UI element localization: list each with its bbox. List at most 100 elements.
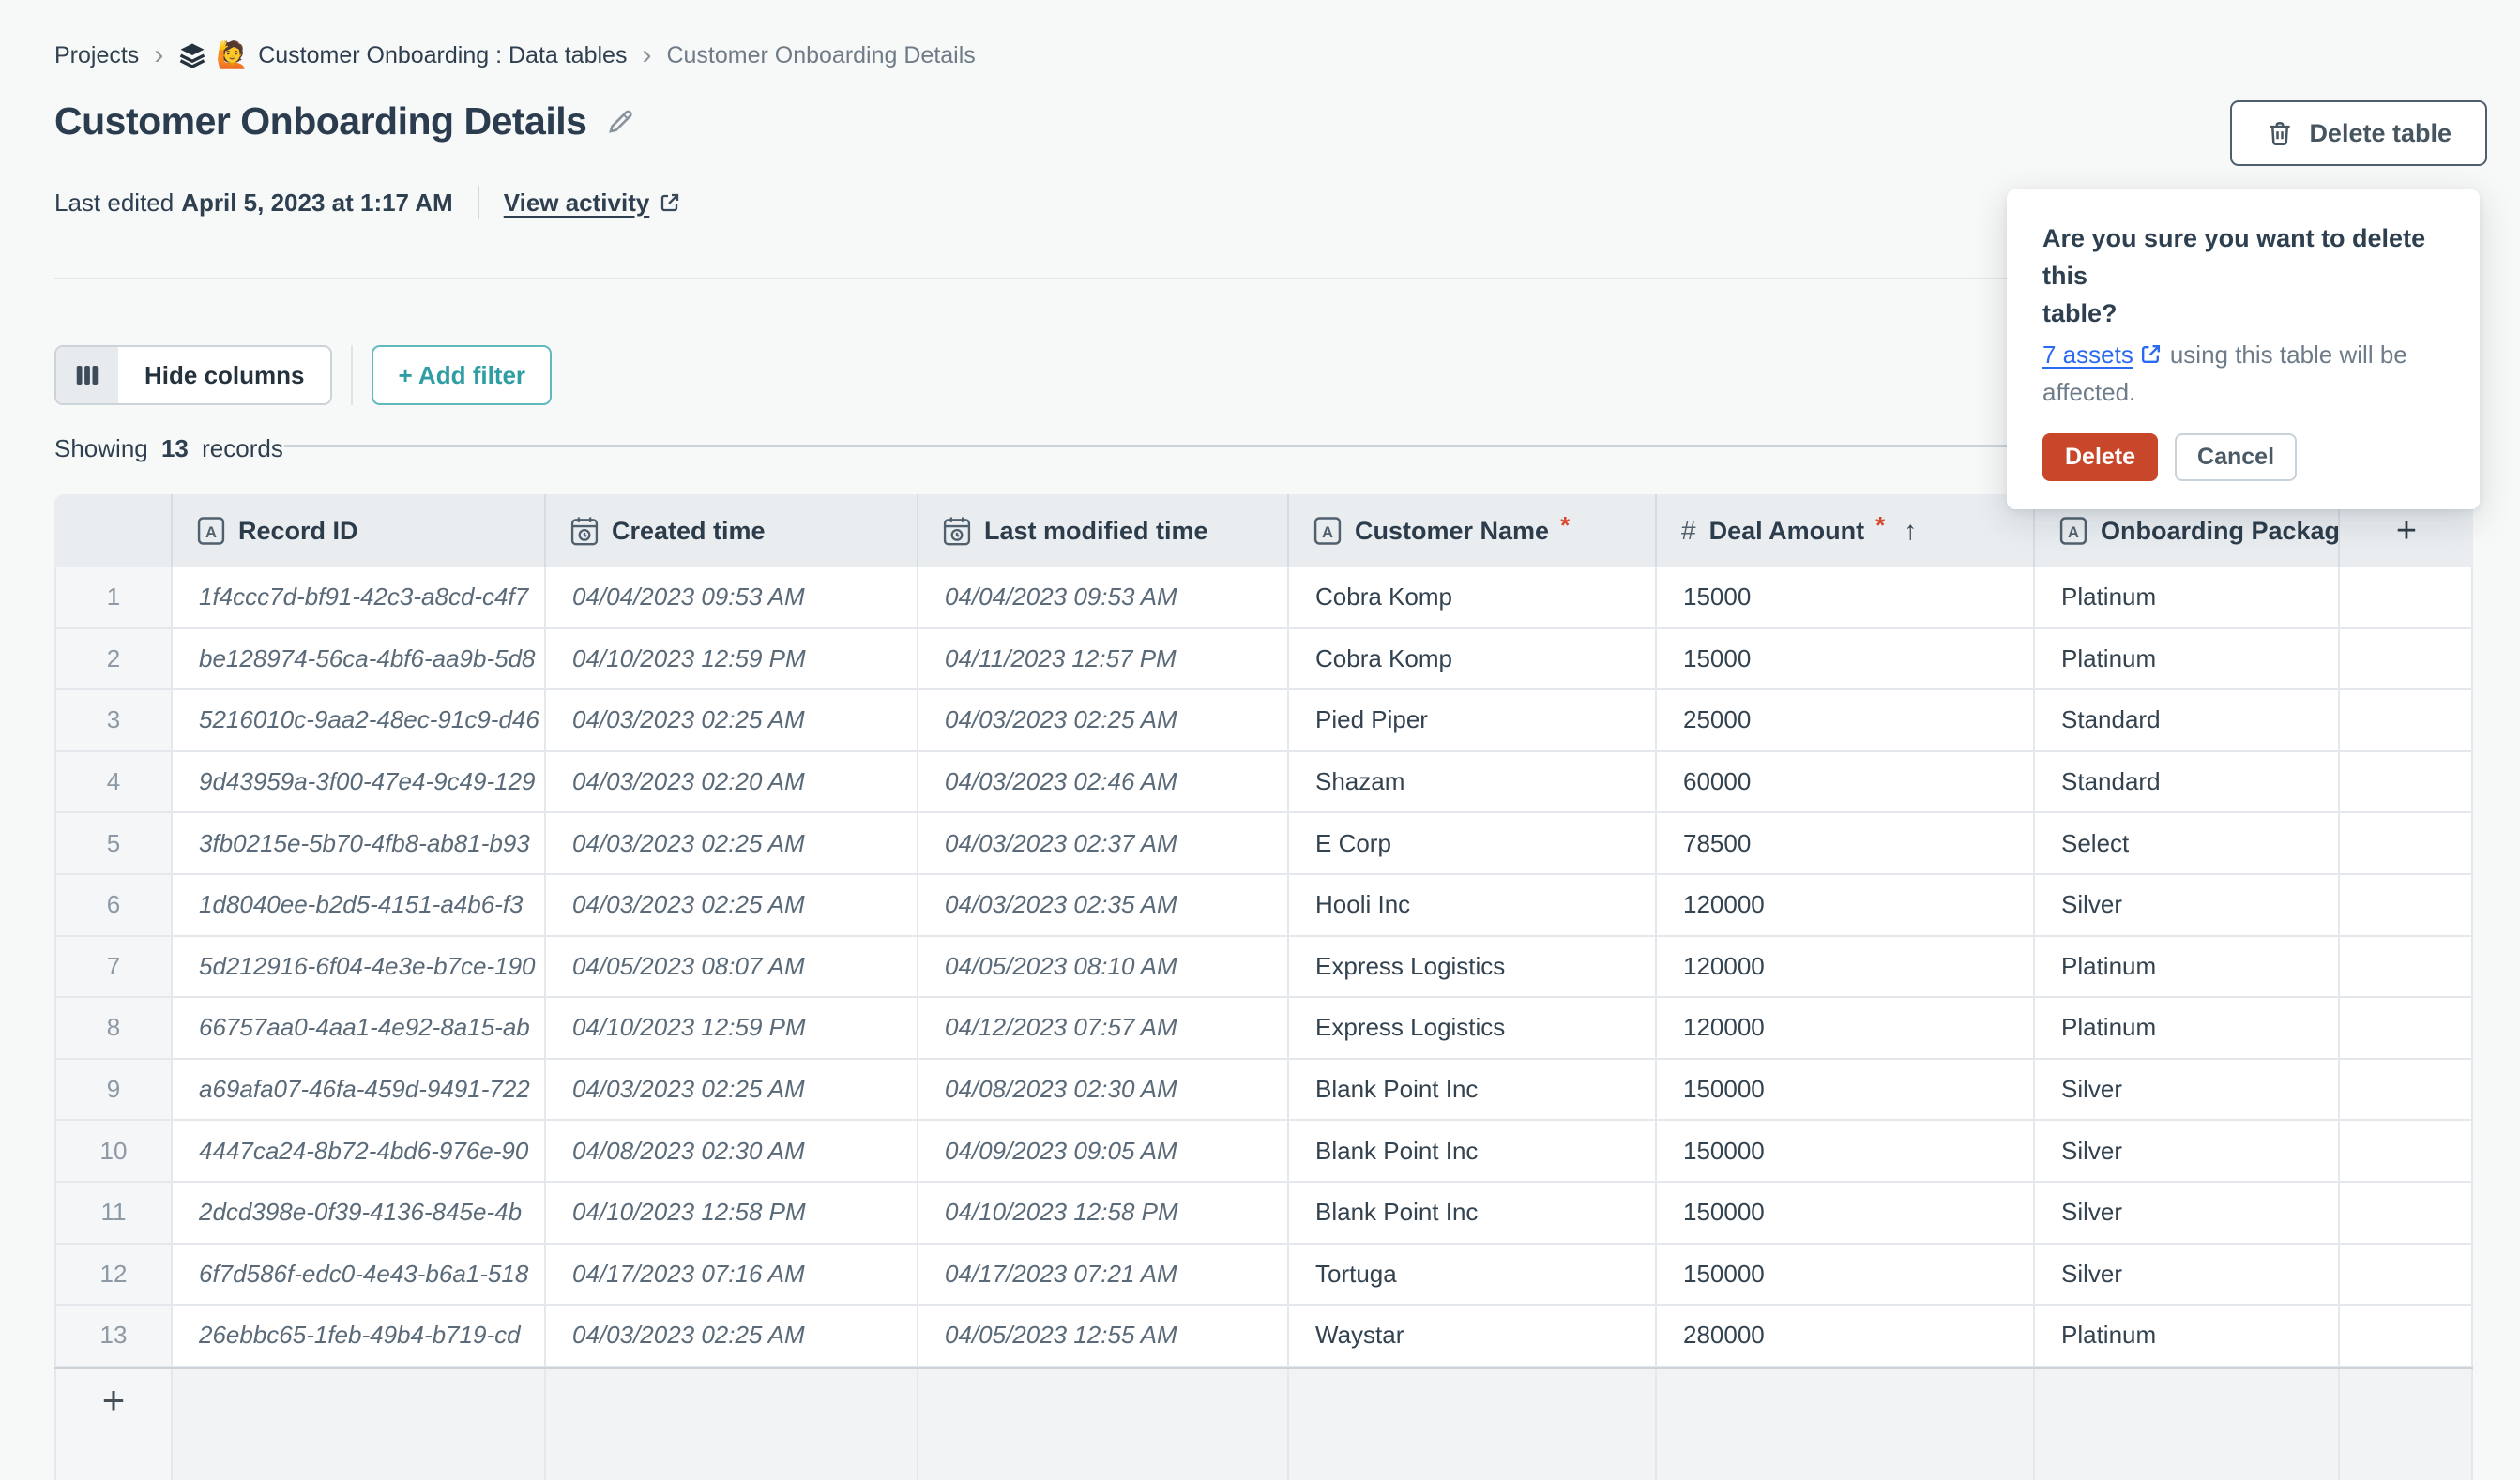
cell-deal-amount[interactable]: 150000 [1655, 1244, 2033, 1305]
cell-customer-name[interactable]: Shazam [1287, 751, 1655, 812]
cell-record-id[interactable]: 4447ca24-8b72-4bd6-976e-90 [171, 1121, 544, 1181]
cell-created-time[interactable]: 04/05/2023 08:07 AM [544, 936, 917, 997]
cell-created-time[interactable]: 04/10/2023 12:58 PM [544, 1182, 917, 1243]
sort-ascending-icon[interactable]: ↑ [1904, 516, 1918, 545]
cell-deal-amount[interactable]: 78500 [1655, 813, 2033, 873]
cell-record-id[interactable]: be128974-56ca-4bf6-aa9b-5d8 [171, 628, 544, 689]
delete-table-button[interactable]: Delete table [2230, 100, 2487, 166]
cell-onboarding-package[interactable]: Platinum [2033, 628, 2338, 689]
cell-created-time[interactable]: 04/08/2023 02:30 AM [544, 1121, 917, 1181]
cell-deal-amount[interactable]: 60000 [1655, 751, 2033, 812]
cell-deal-amount[interactable]: 150000 [1655, 1182, 2033, 1243]
cell-onboarding-package[interactable]: Silver [2033, 1121, 2338, 1181]
cell-created-time[interactable]: 04/03/2023 02:20 AM [544, 751, 917, 812]
cell-customer-name[interactable]: Cobra Komp [1287, 628, 1655, 689]
add-row-button[interactable]: + [54, 1368, 171, 1480]
cell-deal-amount[interactable]: 280000 [1655, 1306, 2033, 1366]
column-header-onboarding-package[interactable]: A Onboarding Package * [2033, 494, 2338, 567]
cell-last-modified-time[interactable]: 04/08/2023 02:30 AM [917, 1059, 1287, 1120]
cell-deal-amount[interactable]: 150000 [1655, 1121, 2033, 1181]
cell-onboarding-package[interactable]: Platinum [2033, 998, 2338, 1058]
row-number: 13 [54, 1306, 171, 1366]
column-header-record-id[interactable]: A Record ID [171, 494, 544, 567]
cell-record-id[interactable]: 66757aa0-4aa1-4e92-8a15-ab [171, 998, 544, 1058]
confirm-delete-button[interactable]: Delete [2042, 433, 2159, 481]
cancel-button[interactable]: Cancel [2175, 433, 2298, 481]
cell-last-modified-time[interactable]: 04/12/2023 07:57 AM [917, 998, 1287, 1058]
cell-onboarding-package[interactable]: Standard [2033, 690, 2338, 750]
cell-last-modified-time[interactable]: 04/03/2023 02:37 AM [917, 813, 1287, 873]
cell-onboarding-package[interactable]: Silver [2033, 1059, 2338, 1120]
cell-record-id[interactable]: a69afa07-46fa-459d-9491-722 [171, 1059, 544, 1120]
cell-customer-name[interactable]: Blank Point Inc [1287, 1121, 1655, 1181]
cell-record-id[interactable]: 2dcd398e-0f39-4136-845e-4b [171, 1182, 544, 1243]
cell-record-id[interactable]: 1f4ccc7d-bf91-42c3-a8cd-c4f7 [171, 567, 544, 627]
cell-created-time[interactable]: 04/03/2023 02:25 AM [544, 874, 917, 935]
cell-deal-amount[interactable]: 120000 [1655, 874, 2033, 935]
cell-customer-name[interactable]: Hooli Inc [1287, 874, 1655, 935]
cell-deal-amount[interactable]: 120000 [1655, 936, 2033, 997]
cell-deal-amount[interactable]: 15000 [1655, 628, 2033, 689]
cell-created-time[interactable]: 04/03/2023 02:25 AM [544, 1059, 917, 1120]
cell-onboarding-package[interactable]: Silver [2033, 1244, 2338, 1305]
column-header-created-time[interactable]: Created time [544, 494, 917, 567]
add-filter-button[interactable]: + Add filter [372, 345, 553, 405]
cell-last-modified-time[interactable]: 04/09/2023 09:05 AM [917, 1121, 1287, 1181]
cell-deal-amount[interactable]: 15000 [1655, 567, 2033, 627]
cell-onboarding-package[interactable]: Platinum [2033, 567, 2338, 627]
cell-customer-name[interactable]: E Corp [1287, 813, 1655, 873]
cell-last-modified-time[interactable]: 04/03/2023 02:46 AM [917, 751, 1287, 812]
cell-created-time[interactable]: 04/10/2023 12:59 PM [544, 628, 917, 689]
column-header-customer-name[interactable]: A Customer Name * [1287, 494, 1655, 567]
cell-created-time[interactable]: 04/03/2023 02:25 AM [544, 813, 917, 873]
cell-created-time[interactable]: 04/10/2023 12:59 PM [544, 998, 917, 1058]
cell-customer-name[interactable]: Waystar [1287, 1306, 1655, 1366]
cell-created-time[interactable]: 04/03/2023 02:25 AM [544, 1306, 917, 1366]
cell-customer-name[interactable]: Cobra Komp [1287, 567, 1655, 627]
cell-record-id[interactable]: 5216010c-9aa2-48ec-91c9-d46 [171, 690, 544, 750]
cell-created-time[interactable]: 04/03/2023 02:25 AM [544, 690, 917, 750]
cell-last-modified-time[interactable]: 04/10/2023 12:58 PM [917, 1182, 1287, 1243]
cell-onboarding-package[interactable]: Select [2033, 813, 2338, 873]
cell-customer-name[interactable]: Blank Point Inc [1287, 1182, 1655, 1243]
cell-record-id[interactable]: 1d8040ee-b2d5-4151-a4b6-f3 [171, 874, 544, 935]
column-header-deal-amount[interactable]: # Deal Amount * ↑ [1655, 494, 2033, 567]
cell-record-id[interactable]: 9d43959a-3f00-47e4-9c49-129 [171, 751, 544, 812]
cell-record-id[interactable]: 3fb0215e-5b70-4fb8-ab81-b93 [171, 813, 544, 873]
cell-deal-amount[interactable]: 25000 [1655, 690, 2033, 750]
column-header-last-modified-time[interactable]: Last modified time [917, 494, 1287, 567]
cell-last-modified-time[interactable]: 04/03/2023 02:35 AM [917, 874, 1287, 935]
cell-deal-amount[interactable]: 150000 [1655, 1059, 2033, 1120]
cell-record-id[interactable]: 5d212916-6f04-4e3e-b7ce-190 [171, 936, 544, 997]
cell-record-id[interactable]: 26ebbc65-1feb-49b4-b719-cd [171, 1306, 544, 1366]
cell-last-modified-time[interactable]: 04/17/2023 07:21 AM [917, 1244, 1287, 1305]
cell-last-modified-time[interactable]: 04/05/2023 08:10 AM [917, 936, 1287, 997]
cell-customer-name[interactable]: Pied Piper [1287, 690, 1655, 750]
cell-onboarding-package[interactable]: Platinum [2033, 1306, 2338, 1366]
breadcrumb-projects[interactable]: Projects [54, 42, 140, 68]
cell-onboarding-package[interactable]: Silver [2033, 1182, 2338, 1243]
cell-last-modified-time[interactable]: 04/11/2023 12:57 PM [917, 628, 1287, 689]
assets-link[interactable]: 7 assets [2042, 340, 2133, 369]
cell-customer-name[interactable]: Express Logistics [1287, 936, 1655, 997]
cell-last-modified-time[interactable]: 04/03/2023 02:25 AM [917, 690, 1287, 750]
add-row-strip: + [54, 1367, 2473, 1480]
cell-last-modified-time[interactable]: 04/04/2023 09:53 AM [917, 567, 1287, 627]
cell-customer-name[interactable]: Express Logistics [1287, 998, 1655, 1058]
edit-title-icon[interactable] [605, 107, 635, 137]
breadcrumb-solution[interactable]: 🙋 Customer Onboarding : Data tables [178, 39, 627, 71]
cell-created-time[interactable]: 04/17/2023 07:16 AM [544, 1244, 917, 1305]
cell-record-id[interactable]: 6f7d586f-edc0-4e43-b6a1-518 [171, 1244, 544, 1305]
cell-onboarding-package[interactable]: Standard [2033, 751, 2338, 812]
cell-customer-name[interactable]: Blank Point Inc [1287, 1059, 1655, 1120]
cell-onboarding-package[interactable]: Silver [2033, 874, 2338, 935]
cell-created-time[interactable]: 04/04/2023 09:53 AM [544, 567, 917, 627]
add-column-button[interactable]: + [2338, 494, 2473, 567]
column-label: Created time [612, 516, 766, 545]
cell-deal-amount[interactable]: 120000 [1655, 998, 2033, 1058]
view-activity-link[interactable]: View activity [504, 189, 682, 218]
cell-last-modified-time[interactable]: 04/05/2023 12:55 AM [917, 1306, 1287, 1366]
cell-customer-name[interactable]: Tortuga [1287, 1244, 1655, 1305]
hide-columns-button[interactable]: Hide columns [54, 345, 333, 405]
cell-onboarding-package[interactable]: Platinum [2033, 936, 2338, 997]
